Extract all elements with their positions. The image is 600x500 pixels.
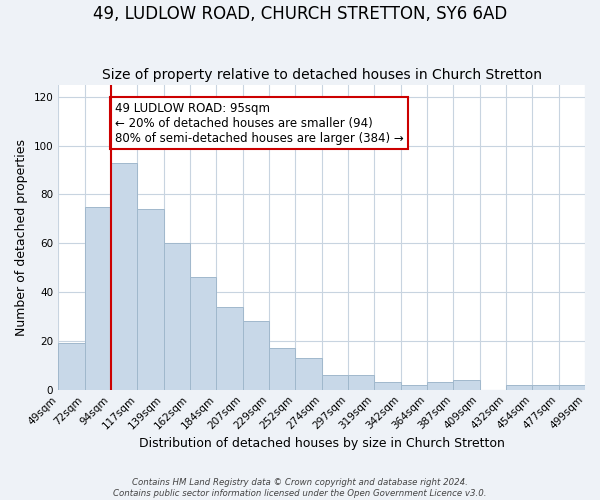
- Bar: [453, 380, 479, 390]
- Bar: [216, 306, 242, 390]
- Bar: [506, 385, 532, 390]
- Bar: [427, 382, 453, 390]
- X-axis label: Distribution of detached houses by size in Church Stretton: Distribution of detached houses by size …: [139, 437, 505, 450]
- Text: Contains HM Land Registry data © Crown copyright and database right 2024.
Contai: Contains HM Land Registry data © Crown c…: [113, 478, 487, 498]
- Bar: [295, 358, 322, 390]
- Bar: [190, 278, 216, 390]
- Bar: [322, 375, 348, 390]
- Bar: [401, 385, 427, 390]
- Text: 49, LUDLOW ROAD, CHURCH STRETTON, SY6 6AD: 49, LUDLOW ROAD, CHURCH STRETTON, SY6 6A…: [93, 5, 507, 23]
- Bar: [164, 243, 190, 390]
- Bar: [137, 209, 164, 390]
- Bar: [111, 162, 137, 390]
- Bar: [85, 206, 111, 390]
- Y-axis label: Number of detached properties: Number of detached properties: [15, 138, 28, 336]
- Bar: [374, 382, 401, 390]
- Title: Size of property relative to detached houses in Church Stretton: Size of property relative to detached ho…: [101, 68, 542, 82]
- Text: 49 LUDLOW ROAD: 95sqm
← 20% of detached houses are smaller (94)
80% of semi-deta: 49 LUDLOW ROAD: 95sqm ← 20% of detached …: [115, 102, 404, 144]
- Bar: [559, 385, 585, 390]
- Bar: [348, 375, 374, 390]
- Bar: [58, 344, 85, 390]
- Bar: [269, 348, 295, 390]
- Bar: [242, 322, 269, 390]
- Bar: [532, 385, 559, 390]
